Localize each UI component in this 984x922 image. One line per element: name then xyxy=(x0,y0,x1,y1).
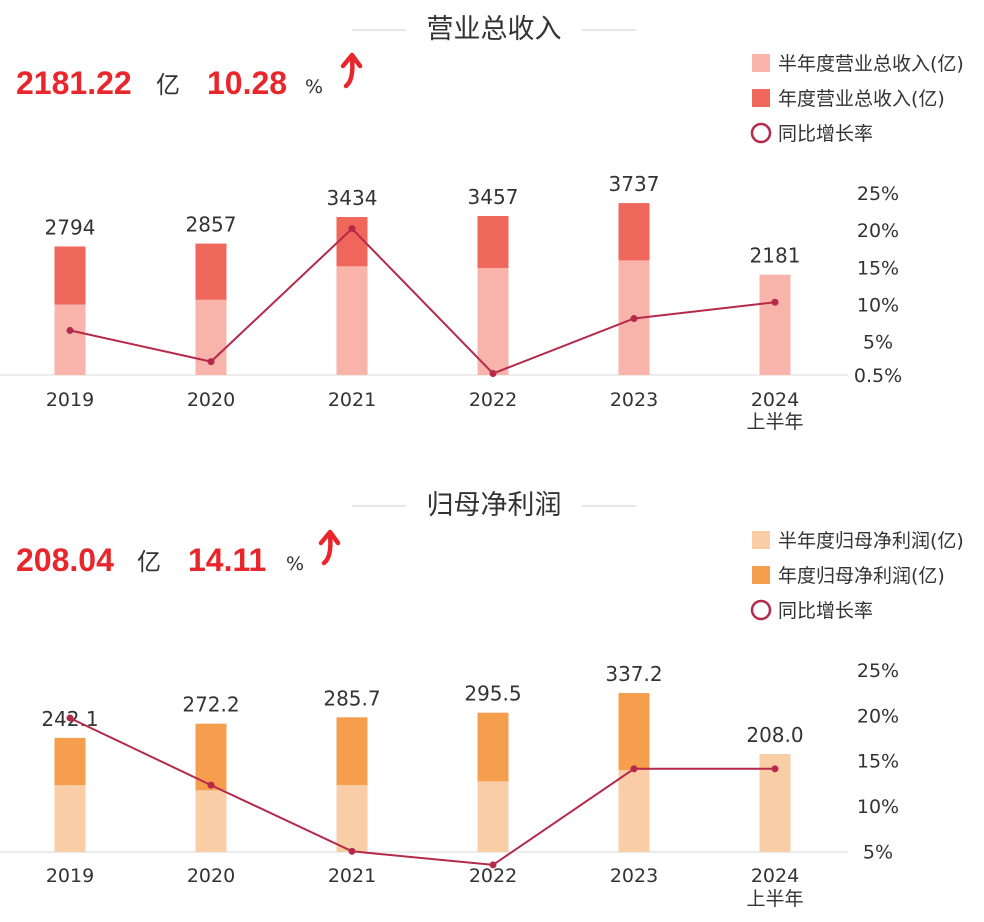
value-label-2024: 2181 xyxy=(750,244,801,268)
x-tick-label-2021: 2021 xyxy=(328,389,376,411)
growth-rate-point-2020 xyxy=(207,781,215,789)
value-label-2023: 337.2 xyxy=(605,662,662,686)
bar-half-year-2023 xyxy=(618,769,650,852)
x-tick-label-2024: 2024 xyxy=(751,389,799,411)
x-tick-label-2023: 2023 xyxy=(610,865,658,887)
value-label-2023: 3737 xyxy=(609,172,660,196)
value-label-2019: 2794 xyxy=(45,215,96,239)
legend-label-half-year: 半年度归母净利润(亿) xyxy=(778,530,964,552)
x-tick-label-2022: 2022 xyxy=(469,389,517,411)
plot-area: 242.12019272.22020285.72021295.52022337.… xyxy=(0,660,899,910)
bar-half-year-2024 xyxy=(759,274,791,375)
headline-growth: 10.28 xyxy=(207,65,287,101)
up-arrow-icon xyxy=(340,52,363,89)
bar-half-year-2022 xyxy=(477,781,509,852)
growth-rate-point-2022 xyxy=(489,861,497,869)
growth-rate-point-2021 xyxy=(348,225,356,233)
x-tick-label-2023: 2023 xyxy=(610,389,658,411)
x-tick-sublabel-2024: 上半年 xyxy=(746,888,803,910)
x-tick-label-2024: 2024 xyxy=(751,865,799,887)
value-label-2022: 295.5 xyxy=(464,682,521,706)
legend-swatch-annual-icon xyxy=(752,89,770,107)
growth-rate-point-2024 xyxy=(771,298,779,306)
headline-growth-unit: % xyxy=(286,553,304,575)
bar-half-year-2019 xyxy=(54,304,86,375)
legend-label-half-year: 半年度营业总收入(亿) xyxy=(778,53,964,75)
growth-rate-point-2023 xyxy=(630,315,638,323)
bar-half-year-2019 xyxy=(54,785,86,852)
value-label-2021: 285.7 xyxy=(323,686,380,710)
growth-rate-point-2024 xyxy=(771,765,779,773)
plot-area: 2794 2019 2857 2020 3434 2021 3457 2022 3737 2023… xyxy=(0,172,902,433)
bar-half-year-2020 xyxy=(195,790,227,852)
growth-rate-point-2019 xyxy=(66,326,74,334)
right-axis-tick-label: 5% xyxy=(863,841,893,863)
right-axis-tick-label: 20% xyxy=(857,220,899,242)
up-arrow-icon xyxy=(318,529,341,566)
growth-rate-line xyxy=(69,717,775,866)
headline-growth: 14.11 xyxy=(188,542,266,578)
growth-rate-point-2022 xyxy=(489,370,497,378)
right-axis-tick-label: 10% xyxy=(857,294,899,316)
legend-label-growth: 同比增长率 xyxy=(778,123,873,145)
chart-title: 营业总收入 xyxy=(427,14,562,45)
growth-rate-point-2020 xyxy=(207,358,215,366)
right-axis-tick-label: 5% xyxy=(863,332,893,354)
x-tick-label-2020: 2020 xyxy=(187,389,235,411)
right-axis-tick-label: 15% xyxy=(857,751,899,773)
growth-rate-line xyxy=(69,227,776,375)
headline-unit: 亿 xyxy=(137,548,161,576)
x-tick-label-2020: 2020 xyxy=(187,865,235,887)
legend: 半年度营业总收入(亿) 年度营业总收入(亿) 同比增长率 xyxy=(750,53,964,145)
bar-half-year-2021 xyxy=(336,266,368,375)
x-tick-sublabel-2024: 上半年 xyxy=(746,411,803,433)
legend-label-growth: 同比增长率 xyxy=(778,600,873,622)
legend-swatch-annual-icon xyxy=(752,566,770,584)
right-axis-tick-label: 0.5% xyxy=(854,365,902,387)
legend-swatch-half-year-icon xyxy=(752,531,770,549)
revenue-chart: 营业总收入 2181.22 亿 10.28 % 半年度营业总收入(亿) 年度营业… xyxy=(0,14,964,433)
headline-growth-unit: % xyxy=(305,76,323,98)
value-label-2020: 2857 xyxy=(186,213,237,237)
legend-swatch-growth-icon xyxy=(750,599,772,621)
growth-rate-point-2019 xyxy=(66,714,74,722)
x-tick-label-2022: 2022 xyxy=(469,865,517,887)
growth-rate-point-2021 xyxy=(348,847,356,855)
headline-unit: 亿 xyxy=(156,71,180,99)
legend: 半年度归母净利润(亿) 年度归母净利润(亿) 同比增长率 xyxy=(750,530,964,622)
legend-label-annual: 年度营业总收入(亿) xyxy=(778,88,945,110)
x-tick-label-2019: 2019 xyxy=(46,389,94,411)
value-label-2021: 3434 xyxy=(327,186,378,210)
headline-value: 208.04 xyxy=(16,542,114,578)
x-tick-label-2021: 2021 xyxy=(328,865,376,887)
right-axis-tick-label: 25% xyxy=(857,660,899,682)
right-axis-tick-label: 25% xyxy=(857,183,899,205)
bar-half-year-2022 xyxy=(477,267,509,375)
value-label-2020: 272.2 xyxy=(182,693,239,717)
net-profit-chart-panel: 归母净利润 208.04 亿 14.11 % 半年度归母净利润(亿) 年度归母净… xyxy=(0,461,984,922)
x-tick-label-2019: 2019 xyxy=(46,865,94,887)
legend-label-annual: 年度归母净利润(亿) xyxy=(778,565,945,587)
value-label-2022: 3457 xyxy=(468,185,519,209)
right-axis-tick-label: 15% xyxy=(857,257,899,279)
chart-title: 归母净利润 xyxy=(427,490,562,521)
net-profit-chart: 归母净利润 208.04 亿 14.11 % 半年度归母净利润(亿) 年度归母净… xyxy=(0,490,964,910)
legend-swatch-growth-icon xyxy=(750,122,772,144)
right-axis-tick-label: 10% xyxy=(857,796,899,818)
right-axis-tick-label: 20% xyxy=(857,705,899,727)
bar-half-year-2021 xyxy=(336,785,368,852)
value-label-2024: 208.0 xyxy=(746,723,803,747)
headline-value: 2181.22 xyxy=(16,65,132,101)
legend-swatch-half-year-icon xyxy=(752,54,770,72)
growth-rate-point-2023 xyxy=(630,765,638,773)
revenue-chart-panel: 营业总收入 2181.22 亿 10.28 % 半年度营业总收入(亿) 年度营业… xyxy=(0,14,964,433)
